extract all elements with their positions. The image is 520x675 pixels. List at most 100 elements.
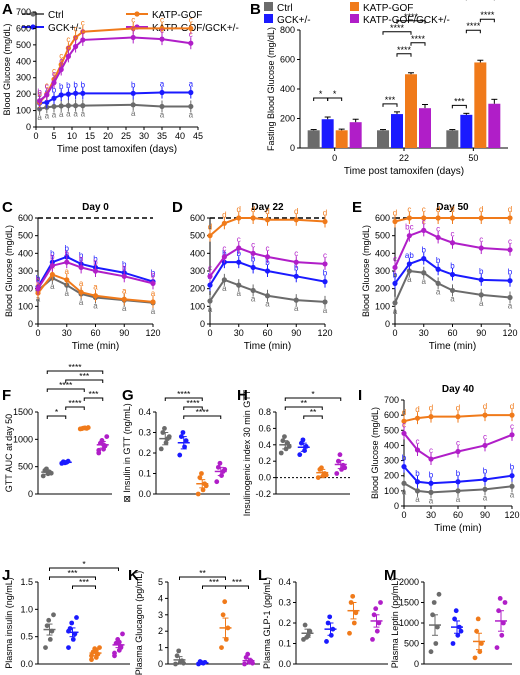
- point-letter-label: a: [436, 287, 441, 296]
- category-label: 0: [332, 153, 337, 163]
- data-point: [58, 103, 64, 109]
- y-tick-label: 100: [375, 301, 390, 311]
- y-axis-title: Blood Glucose (mg/dL): [4, 225, 14, 317]
- y-tick-label: 200: [375, 284, 390, 294]
- data-point: [428, 489, 434, 495]
- data-point: [478, 245, 484, 251]
- significance-bracket: [179, 576, 226, 580]
- data-point: [414, 479, 421, 485]
- group-gck: [297, 437, 310, 458]
- data-point: [507, 278, 513, 284]
- point-letter-label: d: [208, 223, 212, 232]
- data-point: [150, 299, 156, 305]
- x-tick-label: 0: [401, 510, 406, 520]
- x-tick-label: 60: [453, 510, 463, 520]
- significance-bracket: [465, 29, 481, 34]
- data-point: [452, 616, 457, 622]
- point-letter-label: a: [93, 302, 98, 311]
- data-point: [478, 292, 484, 298]
- point-letter-label: a: [189, 80, 194, 89]
- point-letter-label: d: [450, 205, 454, 214]
- legend-item-katp: KATP-GOF: [126, 10, 202, 21]
- significance-bracket: [72, 585, 96, 589]
- y-tick-label: 100: [16, 106, 31, 116]
- bar-ctrl: [377, 130, 389, 148]
- series-ctrl: aa a a a a: [401, 477, 515, 505]
- data-point: [327, 614, 333, 620]
- group-katp: [77, 425, 91, 432]
- data-point: [428, 414, 434, 420]
- point-letter-label: c: [456, 438, 460, 447]
- point-letter-label: a: [45, 111, 50, 120]
- data-point: [293, 217, 299, 223]
- point-letter-label: b: [37, 88, 42, 97]
- x-tick-label: 90: [291, 328, 301, 338]
- data-point: [264, 293, 271, 299]
- y-tick-label: 300: [18, 266, 33, 276]
- group-gck: [177, 430, 190, 458]
- data-point: [65, 45, 71, 51]
- x-tick-label: 90: [119, 328, 129, 338]
- point-letter-label: b: [79, 251, 84, 260]
- data-point: [449, 240, 456, 246]
- data-point: [392, 218, 398, 225]
- point-letter-label: c: [402, 420, 406, 429]
- y-tick-label: 300: [384, 456, 399, 466]
- data-point: [406, 268, 412, 274]
- point-letter-label: a: [479, 299, 484, 308]
- point-letter-label: c: [483, 432, 487, 441]
- y-axis-title: Insulinogenic index 30 min GTT: [242, 389, 252, 516]
- legend-swatch: [264, 14, 273, 23]
- data-point: [78, 289, 84, 295]
- y-tick-label: 800: [280, 25, 295, 35]
- panel-title: Day 50: [436, 202, 469, 213]
- bar-combo: [419, 108, 431, 148]
- point-letter-label: b: [508, 268, 513, 277]
- significance-label: **: [310, 407, 317, 417]
- data-point: [449, 287, 456, 294]
- data-point: [176, 648, 182, 654]
- point-letter-label: c: [189, 30, 193, 39]
- data-point: [421, 256, 427, 262]
- significance-label: ****: [466, 21, 481, 31]
- significance-label: ***: [79, 371, 90, 381]
- data-point: [433, 641, 439, 646]
- panel-h: -0.2 0.0 0.2 0.4 0.6 0.8 Insulinogenic index 3…: [242, 389, 350, 516]
- data-point: [507, 294, 513, 301]
- point-letter-label: c: [45, 82, 49, 91]
- point-letter-label: a: [422, 277, 427, 286]
- data-point: [219, 645, 224, 650]
- data-point: [92, 293, 99, 299]
- legend-label: Ctrl: [48, 10, 64, 21]
- point-letter-label: b: [36, 276, 41, 285]
- point-letter-label: d: [265, 207, 269, 216]
- group-gck: [450, 608, 464, 646]
- group-combo: [214, 460, 228, 485]
- point-letter-label: d: [251, 205, 255, 214]
- point-letter-label: a: [59, 110, 64, 119]
- data-point: [89, 653, 94, 659]
- data-point: [450, 641, 456, 646]
- significance-label: ***: [68, 568, 79, 578]
- point-letter-label: c: [222, 244, 226, 253]
- significance-bracket: [382, 31, 412, 35]
- data-point: [221, 220, 227, 226]
- data-point: [70, 637, 76, 642]
- data-point: [44, 92, 50, 98]
- data-point: [414, 447, 421, 453]
- point-letter-label: a: [151, 289, 156, 298]
- data-point: [501, 620, 506, 626]
- bar-gck: [391, 114, 403, 148]
- group-combo: [494, 596, 508, 650]
- data-point: [293, 273, 299, 279]
- data-point: [509, 432, 515, 438]
- x-tick-label: 120: [502, 328, 517, 338]
- data-point: [242, 661, 247, 667]
- legend-label: Ctrl: [277, 3, 293, 14]
- y-tick-label: 0: [28, 319, 33, 329]
